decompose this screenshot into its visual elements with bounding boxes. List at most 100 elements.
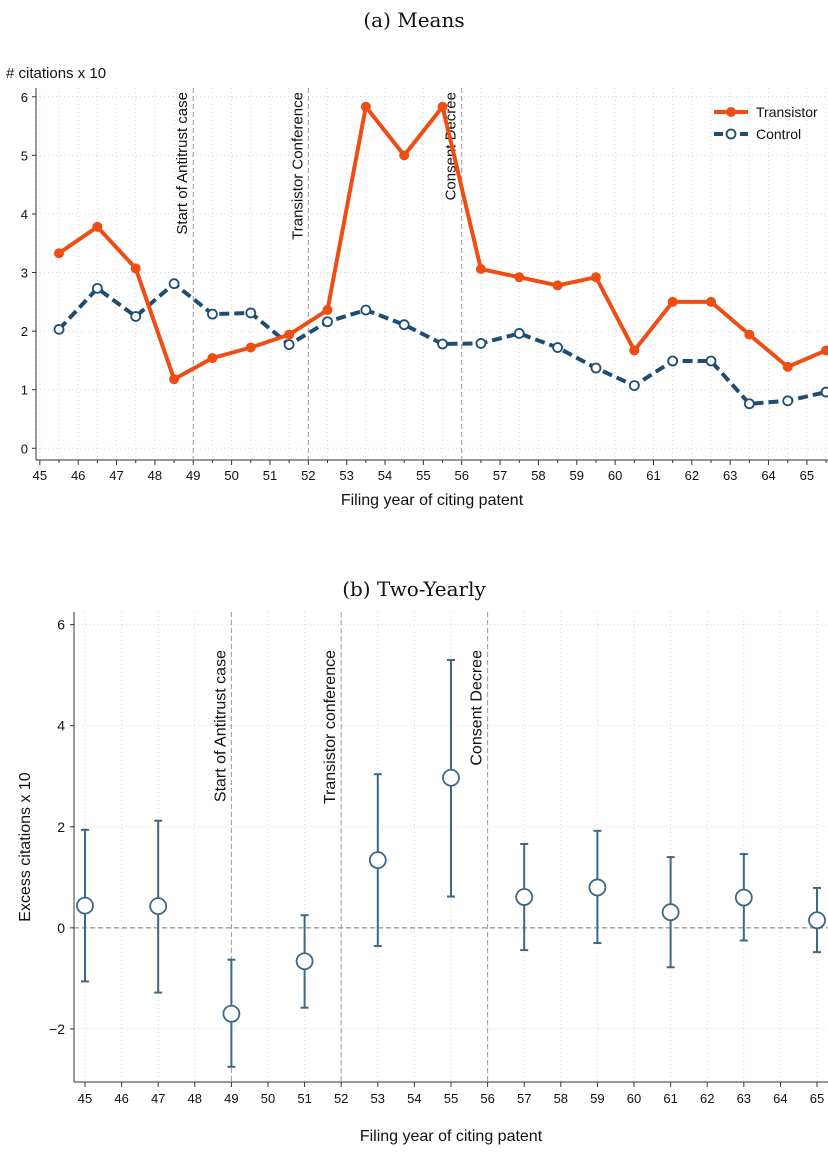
x-tick-label: 60 xyxy=(608,468,622,483)
x-tick-label: 59 xyxy=(570,468,584,483)
x-tick-label: 57 xyxy=(493,468,507,483)
control-point xyxy=(245,307,257,319)
event-label: Consent Decree xyxy=(469,650,486,766)
event-label: Transistor conference xyxy=(322,650,339,804)
y-tick-label: 2 xyxy=(21,324,28,339)
transistor-point xyxy=(245,342,256,353)
y-tick-label: 1 xyxy=(21,383,28,398)
transistor-point xyxy=(629,345,640,356)
x-tick-label: 62 xyxy=(685,468,699,483)
x-tick-label: 54 xyxy=(407,1091,421,1106)
transistor-point xyxy=(821,345,828,356)
transistor-point xyxy=(322,305,333,316)
control-point xyxy=(667,355,679,367)
control-point xyxy=(475,338,487,349)
transistor-point xyxy=(744,329,755,340)
x-axis-title: Filing year of citing patent xyxy=(360,1128,543,1145)
estimate-point xyxy=(76,896,94,915)
transistor-point xyxy=(169,374,180,385)
transistor-point xyxy=(399,150,410,161)
x-tick-label: 61 xyxy=(646,468,660,483)
transistor-point xyxy=(706,296,717,307)
control-point xyxy=(552,342,564,353)
control-point xyxy=(207,308,218,320)
y-tick-label: −2 xyxy=(49,1021,65,1037)
estimate-point xyxy=(515,888,534,906)
x-tick-label: 56 xyxy=(454,468,468,483)
y-tick-label: 6 xyxy=(21,90,28,105)
x-tick-label: 53 xyxy=(339,468,353,483)
control-point xyxy=(91,282,103,294)
x-tick-label: 59 xyxy=(590,1091,604,1106)
legend-control-label: Control xyxy=(756,126,801,142)
transistor-point xyxy=(475,264,486,275)
x-tick-label: 45 xyxy=(33,468,47,483)
x-tick-label: 58 xyxy=(531,468,545,483)
y-tick-label: 2 xyxy=(57,819,65,835)
x-tick-label: 49 xyxy=(186,468,200,483)
legend-transistor-marker xyxy=(726,107,736,117)
transistor-point xyxy=(54,248,65,259)
x-axis-title: Filing year of citing patent xyxy=(341,492,524,509)
x-tick-label: 53 xyxy=(371,1091,385,1106)
y-tick-label: 0 xyxy=(57,920,65,936)
panel-b-caption: (b) Two-Yearly xyxy=(342,577,486,601)
estimate-point xyxy=(295,952,314,971)
control-point xyxy=(743,398,755,410)
x-tick-label: 65 xyxy=(800,468,814,483)
x-tick-label: 46 xyxy=(114,1091,128,1106)
x-tick-label: 48 xyxy=(188,1091,202,1106)
control-point xyxy=(53,323,65,335)
x-tick-label: 62 xyxy=(700,1091,714,1106)
panel-a-caption: (a) Means xyxy=(363,8,465,32)
x-tick-label: 46 xyxy=(71,468,85,483)
x-tick-label: 51 xyxy=(263,468,277,483)
x-tick-label: 54 xyxy=(378,468,392,483)
control-point xyxy=(705,355,717,367)
estimate-point xyxy=(661,903,680,922)
estimate-point xyxy=(442,768,460,787)
legend-transistor-label: Transistor xyxy=(756,104,818,120)
legend-control-marker xyxy=(725,128,737,140)
x-tick-label: 64 xyxy=(761,468,775,483)
control-point xyxy=(360,304,372,316)
transistor-point xyxy=(667,296,678,307)
control-point xyxy=(628,380,640,392)
control-point xyxy=(130,311,142,322)
x-tick-label: 61 xyxy=(663,1091,677,1106)
transistor-point xyxy=(92,221,103,232)
estimate-point xyxy=(149,897,168,916)
control-point xyxy=(782,395,794,407)
transistor-point xyxy=(590,272,601,283)
estimate-point xyxy=(368,851,387,870)
estimate-point xyxy=(222,1004,241,1023)
y-tick-label: 5 xyxy=(21,148,28,163)
x-tick-label: 64 xyxy=(773,1091,787,1106)
x-tick-label: 60 xyxy=(627,1091,641,1106)
control-point xyxy=(437,338,448,350)
control-point xyxy=(322,316,333,328)
transistor-point xyxy=(552,280,563,291)
estimate-point xyxy=(808,911,826,930)
estimate-point xyxy=(588,878,607,897)
y-tick-label: 0 xyxy=(21,441,28,456)
x-tick-label: 47 xyxy=(151,1091,165,1106)
transistor-point xyxy=(130,263,141,274)
transistor-point xyxy=(207,353,218,364)
x-tick-label: 57 xyxy=(517,1091,531,1106)
transistor-point xyxy=(782,361,793,372)
event-label: Start of Antitrust case xyxy=(174,92,191,235)
transistor-point xyxy=(514,272,525,283)
x-tick-label: 55 xyxy=(444,1091,458,1106)
x-tick-label: 49 xyxy=(224,1091,238,1106)
transistor-point xyxy=(437,101,448,112)
x-tick-label: 48 xyxy=(148,468,162,483)
y-axis-title: Excess citations x 10 xyxy=(17,772,34,922)
event-label: Start of Antitrust case xyxy=(212,650,229,802)
x-tick-label: 56 xyxy=(480,1091,494,1106)
control-point xyxy=(590,362,602,374)
transistor-point xyxy=(284,329,295,340)
x-tick-label: 55 xyxy=(416,468,430,483)
